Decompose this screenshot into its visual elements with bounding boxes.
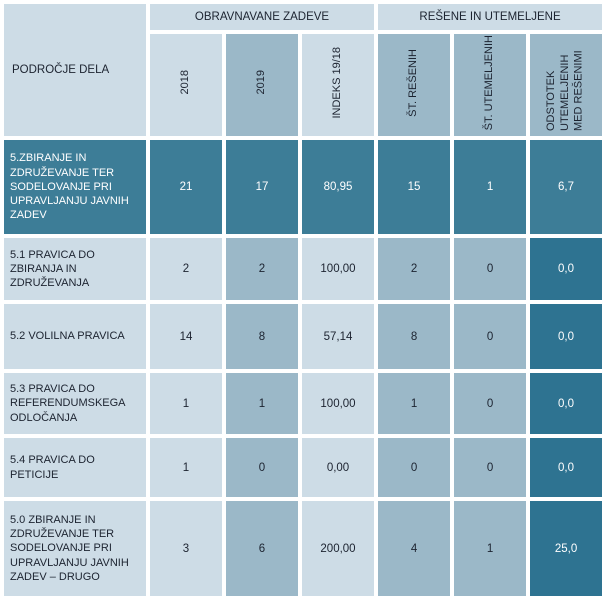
cell-value: 1 (454, 501, 527, 596)
cell-value: 200,00 (302, 501, 375, 596)
col-header-2019-label: 2019 (255, 70, 268, 95)
cell-value: 15 (378, 140, 451, 234)
cell-value: 0 (226, 438, 298, 497)
cell-value: 4 (378, 501, 451, 596)
table-row-5-0: 5.0 ZBIRANJE IN ZDRUŽEVANJE TER SODELOVA… (4, 501, 603, 596)
group-header-obravnavane-zadeve: OBRAVNAVANE ZADEVE (150, 4, 375, 30)
table-row-5-4: 5.4 PRAVICA DO PETICIJE 1 0 0,00 0 0 0,0 (4, 438, 603, 497)
cell-value: 1 (150, 373, 222, 434)
cell-value: 6,7 (530, 140, 603, 234)
cell-value: 2 (226, 238, 298, 300)
corner-header-podrocje-dela: PODROČJE DELA (4, 4, 146, 136)
col-header-st-utemeljenih: ŠT. UTEMELJENIH (454, 34, 527, 136)
row-label: 5.1 PRAVICA DO ZBIRANJA IN ZDRUŽEVANJA (4, 238, 146, 300)
cell-value: 25,0 (530, 501, 603, 596)
cell-value: 0,00 (302, 438, 375, 497)
cell-value: 1 (454, 140, 527, 234)
cell-value: 0 (454, 438, 527, 497)
col-header-indeks-19-18: INDEKS 19/18 (302, 34, 375, 136)
row-label: 5.0 ZBIRANJE IN ZDRUŽEVANJE TER SODELOVA… (4, 501, 146, 596)
cell-value: 80,95 (302, 140, 375, 234)
cell-value: 0 (454, 373, 527, 434)
cell-value: 0,0 (530, 373, 603, 434)
cell-value: 0,0 (530, 238, 603, 300)
cell-value: 2 (378, 238, 451, 300)
row-label: 5.3 PRAVICA DO REFERENDUMSKEGA ODLOČANJA (4, 373, 146, 434)
cell-value: 8 (226, 304, 298, 369)
cell-value: 1 (226, 373, 298, 434)
cell-value: 0,0 (530, 304, 603, 369)
cell-value: 0 (378, 438, 451, 497)
col-header-st-utemeljenih-label: ŠT. UTEMELJENIH (483, 34, 496, 131)
cell-value: 2 (150, 238, 222, 300)
cell-value: 14 (150, 304, 222, 369)
row-label: 5.ZBIRANJE IN ZDRUŽEVANJE TER SODELOVANJ… (4, 140, 146, 234)
cell-value: 3 (150, 501, 222, 596)
cell-value: 8 (378, 304, 451, 369)
column-header-row: 2018 2019 INDEKS 19/18 ŠT. REŠENIH ŠT. U… (4, 34, 603, 136)
table-row-5: 5.ZBIRANJE IN ZDRUŽEVANJE TER SODELOVANJ… (4, 140, 603, 234)
group-header-resene-in-utemeljene: REŠENE IN UTEMELJENE (378, 4, 603, 30)
cell-value: 100,00 (302, 373, 375, 434)
col-header-2018-label: 2018 (179, 70, 192, 95)
col-header-odstotek-utemeljenih: ODSTOTEK UTEMELJENIH MED REŠENIMI (530, 34, 603, 136)
cell-value: 21 (150, 140, 222, 234)
table-row-5-1: 5.1 PRAVICA DO ZBIRANJA IN ZDRUŽEVANJA 2… (4, 238, 603, 300)
cell-value: 0 (454, 304, 527, 369)
cell-value: 0,0 (530, 438, 603, 497)
col-header-st-resenih-label: ŠT. REŠENIH (407, 48, 420, 117)
cell-value: 100,00 (302, 238, 375, 300)
col-header-odstotek-utemeljenih-label: ODSTOTEK UTEMELJENIH MED REŠENIMI (545, 49, 585, 131)
cell-value: 1 (150, 438, 222, 497)
group-header-row: PODROČJE DELA OBRAVNAVANE ZADEVE REŠENE … (4, 4, 603, 136)
col-header-st-resenih: ŠT. REŠENIH (378, 34, 451, 136)
cell-value: 6 (226, 501, 298, 596)
col-header-2018: 2018 (150, 34, 222, 136)
row-label: 5.2 VOLILNA PRAVICA (4, 304, 146, 369)
cell-value: 17 (226, 140, 298, 234)
table-row-5-2: 5.2 VOLILNA PRAVICA 14 8 57,14 8 0 0,0 (4, 304, 603, 369)
cell-value: 0 (454, 238, 527, 300)
table-row-5-3: 5.3 PRAVICA DO REFERENDUMSKEGA ODLOČANJA… (4, 373, 603, 434)
col-header-2019: 2019 (226, 34, 298, 136)
cell-value: 1 (378, 373, 451, 434)
cell-value: 57,14 (302, 304, 375, 369)
row-label: 5.4 PRAVICA DO PETICIJE (4, 438, 146, 497)
col-header-indeks-19-18-label: INDEKS 19/18 (331, 46, 344, 119)
